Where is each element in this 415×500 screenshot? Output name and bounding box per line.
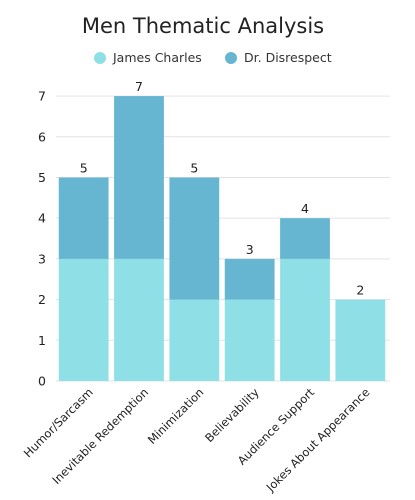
- y-tick-label-1: 1: [38, 333, 46, 348]
- y-tick-label-0: 0: [38, 374, 46, 389]
- x-tick-label-minimization: Minimization: [145, 385, 207, 447]
- y-axis-ticks: 0 1 2 3 4 5 6 7: [38, 89, 46, 389]
- bar-minimization-dr-disrespect: [169, 177, 220, 300]
- bar-inevitable-redemption-james-charles: [114, 258, 164, 381]
- y-tick-label-4: 4: [38, 211, 46, 226]
- bar-total-labels: 5 7 5 3 4 2: [80, 79, 365, 298]
- x-tick-label-inevitable-redemption: Inevitable Redemption: [49, 385, 151, 487]
- chart-title: Men Thematic Analysis: [82, 14, 324, 38]
- y-tick-label-5: 5: [38, 170, 46, 185]
- bar-audience-support-dr-disrespect: [280, 218, 330, 259]
- y-tick-label-6: 6: [38, 129, 46, 144]
- bars: [58, 96, 386, 381]
- bar-humor-sarcasm-james-charles: [58, 258, 109, 381]
- bar-minimization-james-charles: [169, 299, 220, 381]
- bar-inevitable-redemption-dr-disrespect: [114, 96, 164, 259]
- total-label-minimization: 5: [190, 160, 198, 175]
- bar-believability-james-charles: [224, 299, 275, 381]
- total-label-believability: 3: [246, 242, 254, 257]
- bar-audience-support-james-charles: [280, 258, 330, 381]
- legend-swatch-james-charles: [94, 52, 106, 64]
- x-tick-label-believability: Believability: [202, 385, 262, 445]
- bar-jokes-about-appearance-james-charles: [335, 299, 386, 381]
- bar-believability-dr-disrespect: [224, 258, 275, 300]
- legend: James Charles Dr. Disrespect: [94, 50, 332, 65]
- bar-humor-sarcasm-dr-disrespect: [58, 177, 109, 259]
- legend-label-james-charles: James Charles: [112, 50, 202, 65]
- x-tick-label-jokes-about-appearance: Jokes About Appearance: [263, 385, 373, 495]
- y-tick-label-7: 7: [38, 89, 46, 104]
- total-label-audience-support: 4: [301, 201, 309, 216]
- total-label-jokes-about-appearance: 2: [356, 283, 364, 298]
- y-tick-label-3: 3: [38, 251, 46, 266]
- total-label-inevitable-redemption: 7: [135, 79, 143, 94]
- gridlines: [56, 95, 390, 382]
- legend-swatch-dr-disrespect: [225, 52, 237, 64]
- total-label-humor-sarcasm: 5: [80, 160, 88, 175]
- legend-label-dr-disrespect: Dr. Disrespect: [244, 50, 332, 65]
- y-tick-label-2: 2: [38, 292, 46, 307]
